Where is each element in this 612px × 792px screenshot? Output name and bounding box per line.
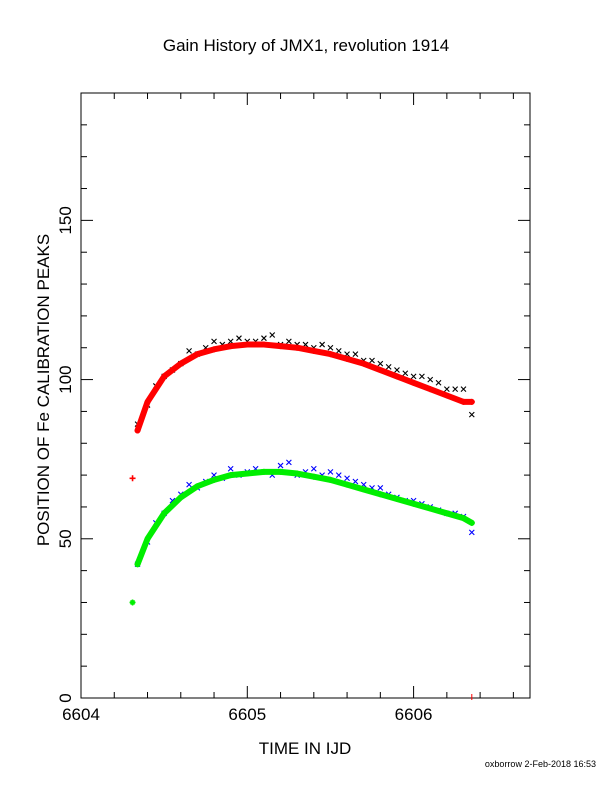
data-point (443, 392, 450, 399)
data-point (244, 341, 251, 348)
data-point (260, 468, 267, 475)
data-point (129, 475, 136, 482)
data-point (344, 481, 351, 488)
data-point (129, 599, 136, 606)
data-point (443, 510, 450, 517)
data-point (344, 475, 350, 482)
x-axis-label: TIME IN IJD (259, 739, 352, 758)
data-point (460, 386, 467, 393)
data-point (419, 373, 425, 380)
plot-frame (80, 92, 531, 699)
data-point (468, 519, 475, 526)
data-point (385, 363, 392, 370)
data-point (244, 470, 251, 477)
data-point (377, 367, 384, 374)
data-point (468, 398, 475, 405)
data-point (377, 484, 384, 491)
data-point (394, 367, 400, 373)
data-point (443, 386, 450, 393)
data-point (227, 343, 234, 350)
data-point (260, 341, 267, 348)
data-point (186, 481, 192, 488)
data-point (335, 348, 342, 354)
data-point (211, 476, 218, 483)
data-point (236, 335, 242, 342)
y-tick-label: 0 (56, 693, 75, 702)
data-point (285, 459, 292, 466)
series-1 (129, 341, 475, 482)
data-point (161, 373, 168, 380)
data-point (211, 338, 217, 345)
data-point (327, 476, 334, 483)
data-point (452, 386, 459, 393)
x-tick-label: 6606 (395, 705, 433, 724)
data-point (134, 561, 141, 568)
data-point (227, 472, 234, 479)
series-line (134, 468, 475, 568)
data-point (393, 495, 400, 502)
data-point (277, 468, 284, 475)
data-point (344, 355, 351, 362)
data-point (144, 535, 151, 542)
data-point (327, 351, 334, 358)
data-point (435, 379, 442, 386)
data-point (327, 469, 334, 475)
data-point (144, 398, 151, 405)
data-point (352, 478, 359, 485)
data-point (327, 344, 334, 351)
data-point (427, 386, 434, 393)
data-point (352, 351, 359, 357)
data-point (360, 486, 367, 493)
y-tick-label: 150 (56, 206, 75, 234)
data-point (310, 465, 317, 472)
x-tick-label: 6605 (228, 705, 266, 724)
data-point (186, 348, 192, 354)
data-point (294, 470, 301, 477)
data-point (194, 351, 201, 358)
data-point (294, 344, 301, 351)
data-point (269, 332, 276, 338)
y-tick-label: 100 (56, 365, 75, 393)
y-axis-label: POSITION OF Fe CALIBRATION PEAKS (34, 234, 53, 546)
data-point (427, 376, 434, 383)
data-point (410, 379, 417, 386)
data-point (360, 360, 367, 367)
data-point (377, 491, 384, 498)
data-point (177, 360, 184, 367)
data-point (393, 373, 400, 380)
data-point (310, 347, 317, 354)
data-point (261, 335, 267, 342)
data-point (460, 398, 467, 405)
data-point (319, 341, 326, 348)
data-point (468, 529, 475, 536)
series-line (134, 341, 475, 434)
data-point (161, 510, 168, 517)
data-point (177, 494, 184, 501)
data-point (277, 343, 284, 350)
data-point (410, 373, 417, 380)
data-point (227, 465, 234, 472)
data-point (211, 346, 218, 353)
data-point (468, 411, 475, 418)
data-point (369, 357, 375, 364)
data-point (377, 360, 384, 367)
footer-timestamp: oxborrow 2-Feb-2018 16:53 (484, 759, 596, 769)
series-3 (129, 468, 475, 606)
data-point (310, 473, 317, 480)
data-point (427, 505, 434, 512)
data-point (402, 370, 409, 377)
y-tick-label: 50 (56, 529, 75, 548)
data-point (460, 515, 467, 522)
data-point (335, 472, 342, 478)
data-point (134, 427, 141, 434)
x-tick-label: 6604 (62, 705, 100, 724)
data-point (410, 500, 417, 507)
data-point (277, 462, 284, 469)
data-point (285, 338, 292, 345)
data-point (194, 483, 201, 490)
chart-title: Gain History of JMX1, revolution 1914 (162, 36, 450, 55)
